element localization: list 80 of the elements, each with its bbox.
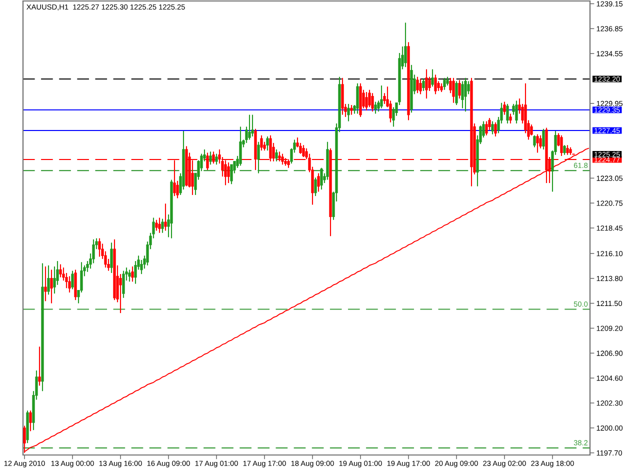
candlestick [416,76,419,94]
candlestick [461,80,464,109]
candlestick [380,84,383,109]
candlestick [464,77,467,112]
candlestick [164,203,167,232]
candlestick [230,164,233,185]
candlestick [128,269,131,282]
candlestick [161,218,164,234]
candlestick [44,266,47,302]
candlestick [533,134,536,148]
candlestick [485,120,488,136]
candlestick [320,167,323,190]
candlestick [341,77,344,116]
candlestick [347,103,350,122]
candlestick [119,274,122,314]
candlestick [371,92,374,112]
candlestick [260,134,263,152]
candlestick [422,78,425,92]
candlestick [374,101,377,114]
candlestick [425,68,428,100]
candlestick [350,104,353,116]
candlestick [227,162,230,184]
candlestick [392,106,395,128]
candlestick [530,124,533,136]
candlestick [458,80,461,100]
candlestick [248,114,251,140]
candlestick [542,128,545,150]
candlestick [428,76,431,92]
candlestick [47,264,50,296]
candlestick [314,177,317,197]
candlestick [302,144,305,158]
candlestick [155,219,158,232]
candlestick [275,148,278,162]
candlestick [356,82,359,114]
candlestick [215,153,218,166]
candlestick [443,77,446,90]
candlestick [140,259,143,275]
candlestick [515,100,518,124]
candlestick [50,269,53,304]
candlestick [536,134,539,154]
candlestick [158,217,161,234]
candlestick [110,242,113,274]
candlestick [437,80,440,92]
candlestick [563,144,566,156]
candlestick [566,144,569,156]
candlestick [209,151,212,166]
candlestick [467,80,470,95]
candlestick [539,134,542,149]
candlestick [509,113,512,124]
candlestick [251,114,254,137]
candlestick [449,77,452,94]
candlestick [74,269,77,301]
candlestick [131,266,134,282]
candlestick [272,142,275,162]
candlestick [71,270,74,290]
candlestick [494,122,497,137]
candlestick [404,22,407,68]
candlestick [59,264,62,278]
candlestick [317,172,320,192]
candlestick [491,120,494,135]
candlestick [68,276,71,293]
candlestick [29,410,32,432]
candlestick [266,136,269,152]
candlestick [560,134,563,156]
candlestick [419,78,422,95]
candlestick [365,91,368,111]
candlestick [80,262,83,293]
candlestick [455,80,458,106]
candlestick [368,89,371,108]
candlestick [431,68,434,88]
candlestick [122,270,125,298]
candlestick [38,346,41,386]
candlestick [257,141,260,174]
candlestick [452,77,455,104]
candlestick [506,103,509,124]
candlestick [212,151,215,164]
candlestick [503,101,506,116]
candlestick [98,238,101,258]
candlestick [239,126,242,166]
candlestick [434,74,437,95]
